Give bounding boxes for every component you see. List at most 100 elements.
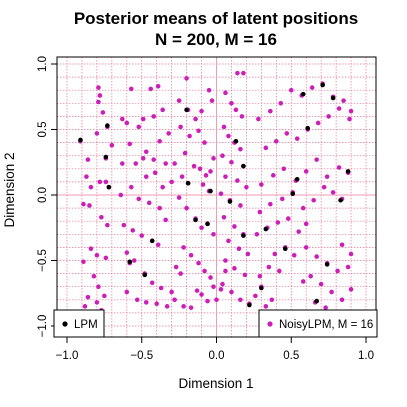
data-point xyxy=(149,280,155,286)
data-point xyxy=(221,124,227,130)
legend-noisylpm-label: NoisyLPM, M = 16 xyxy=(279,319,373,331)
data-point xyxy=(254,232,260,237)
data-point xyxy=(184,205,189,211)
data-point xyxy=(303,221,309,227)
data-point xyxy=(105,222,110,228)
legend-noisylpm-box xyxy=(258,309,378,338)
data-point xyxy=(182,150,188,156)
data-point xyxy=(185,180,191,186)
data-point xyxy=(124,120,130,126)
data-point xyxy=(245,251,251,257)
data-point xyxy=(347,116,352,122)
data-point xyxy=(155,83,161,89)
data-point xyxy=(314,298,319,304)
data-point xyxy=(206,87,212,93)
data-point xyxy=(155,242,161,248)
data-point xyxy=(345,169,351,174)
data-point xyxy=(160,184,165,190)
x-tick-label: 0.0 xyxy=(209,350,225,362)
data-point xyxy=(320,82,325,88)
data-point xyxy=(339,242,345,248)
data-point xyxy=(221,214,227,220)
data-point xyxy=(308,273,313,279)
data-point xyxy=(324,262,330,267)
data-point xyxy=(284,131,290,136)
data-point xyxy=(336,165,342,170)
data-point xyxy=(291,252,297,258)
data-point xyxy=(339,297,345,303)
chart-title-line1: Posterior means of latent positions xyxy=(74,9,358,28)
data-point xyxy=(348,287,354,292)
data-point xyxy=(309,85,315,90)
data-point xyxy=(300,205,306,211)
data-point xyxy=(193,217,198,223)
data-point xyxy=(140,156,146,161)
legend-noisylpm-marker xyxy=(267,321,273,327)
data-point xyxy=(151,114,157,119)
data-point xyxy=(120,116,125,122)
y-tick-label: −1.0 xyxy=(37,315,49,338)
data-point xyxy=(94,131,100,136)
data-point xyxy=(172,161,177,166)
data-point xyxy=(196,260,201,266)
data-point xyxy=(268,108,273,114)
data-point xyxy=(241,163,246,169)
data-point xyxy=(238,297,243,303)
data-point xyxy=(285,216,291,221)
data-point xyxy=(143,149,149,155)
data-point xyxy=(239,114,245,119)
data-point xyxy=(294,136,300,141)
data-point xyxy=(118,192,124,198)
data-point xyxy=(157,138,162,144)
data-point xyxy=(247,302,252,308)
legend-lpm-marker xyxy=(62,321,68,327)
data-point xyxy=(268,201,273,207)
data-point xyxy=(88,184,94,190)
data-point xyxy=(96,99,101,105)
data-point xyxy=(227,199,233,204)
data-point xyxy=(194,288,200,293)
data-point xyxy=(323,305,328,310)
data-point xyxy=(211,232,216,237)
data-point xyxy=(233,138,239,144)
data-point xyxy=(94,300,100,305)
data-point xyxy=(173,264,179,270)
data-point xyxy=(103,255,109,261)
data-point xyxy=(146,200,152,206)
data-point xyxy=(103,179,109,185)
data-points xyxy=(78,70,354,313)
data-point xyxy=(188,252,194,258)
data-point xyxy=(208,275,213,280)
data-point xyxy=(105,123,110,128)
data-point xyxy=(218,191,224,196)
data-point xyxy=(127,259,133,265)
data-point xyxy=(257,273,263,279)
data-point xyxy=(78,137,83,143)
data-point xyxy=(278,101,284,106)
data-point xyxy=(241,233,246,238)
data-point xyxy=(124,250,130,255)
data-point xyxy=(163,161,168,166)
data-point xyxy=(140,116,146,122)
data-point xyxy=(128,184,134,190)
data-point xyxy=(166,131,171,136)
data-point xyxy=(229,159,234,165)
data-point xyxy=(121,222,127,228)
data-point xyxy=(203,173,209,178)
data-point xyxy=(106,184,112,190)
data-point xyxy=(139,233,145,238)
data-point xyxy=(136,124,142,130)
data-point xyxy=(223,90,228,96)
data-point xyxy=(218,287,224,292)
data-point xyxy=(199,225,204,231)
data-point xyxy=(238,203,243,208)
data-point xyxy=(233,107,239,113)
data-point xyxy=(187,133,192,139)
data-point xyxy=(290,191,296,196)
data-point xyxy=(149,238,155,244)
legend-lpm: LPM xyxy=(53,309,105,338)
data-point xyxy=(188,305,194,310)
data-point xyxy=(338,197,343,203)
data-point xyxy=(209,98,215,103)
